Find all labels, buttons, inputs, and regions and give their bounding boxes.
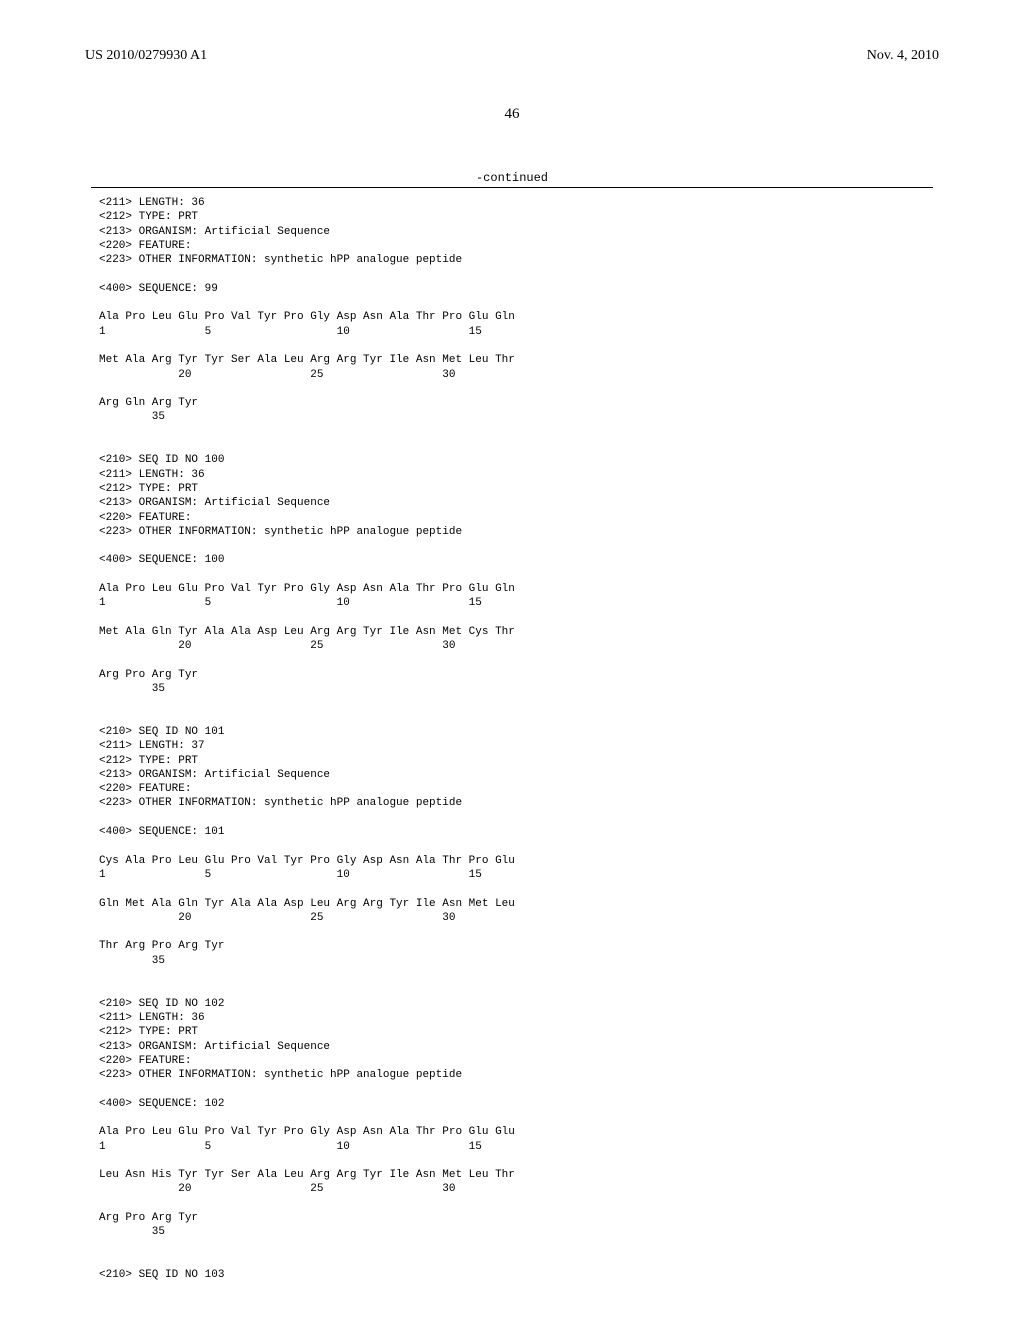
publication-number: US 2010/0279930 A1 bbox=[85, 48, 207, 64]
publication-date: Nov. 4, 2010 bbox=[867, 48, 939, 64]
page-container: US 2010/0279930 A1 Nov. 4, 2010 46 -cont… bbox=[0, 0, 1024, 1283]
sequence-listing: <211> LENGTH: 36 <212> TYPE: PRT <213> O… bbox=[99, 196, 939, 1283]
continued-label: -continued bbox=[85, 171, 939, 185]
page-header: US 2010/0279930 A1 Nov. 4, 2010 bbox=[85, 48, 939, 64]
divider-line bbox=[91, 187, 933, 188]
page-number: 46 bbox=[85, 106, 939, 123]
